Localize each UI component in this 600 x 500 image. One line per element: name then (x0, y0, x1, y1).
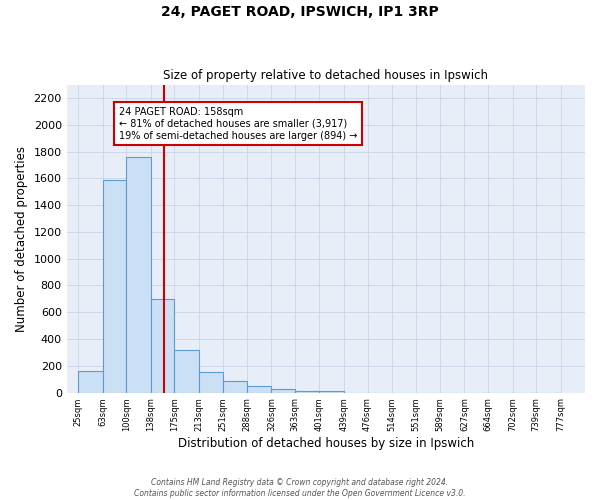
Bar (175, 350, 199, 393)
Bar (319, 391, 344, 392)
Bar (103, 180, 127, 392)
Bar (199, 372, 223, 392)
X-axis label: Distribution of detached houses by size in Ipswich: Distribution of detached houses by size … (178, 437, 474, 450)
Bar (271, 389, 295, 392)
Bar (247, 386, 271, 392)
Bar (223, 380, 247, 392)
Text: 24, PAGET ROAD, IPSWICH, IP1 3RP: 24, PAGET ROAD, IPSWICH, IP1 3RP (161, 5, 439, 19)
Text: Contains HM Land Registry data © Crown copyright and database right 2024.
Contai: Contains HM Land Registry data © Crown c… (134, 478, 466, 498)
Y-axis label: Number of detached properties: Number of detached properties (15, 146, 28, 332)
Bar (151, 299, 175, 392)
Text: 24 PAGET ROAD: 158sqm
← 81% of detached houses are smaller (3,917)
19% of semi-d: 24 PAGET ROAD: 158sqm ← 81% of detached … (119, 108, 357, 140)
Bar (78, 371, 103, 392)
Bar (295, 390, 319, 392)
Title: Size of property relative to detached houses in Ipswich: Size of property relative to detached ho… (163, 69, 488, 82)
Bar (127, 157, 151, 392)
